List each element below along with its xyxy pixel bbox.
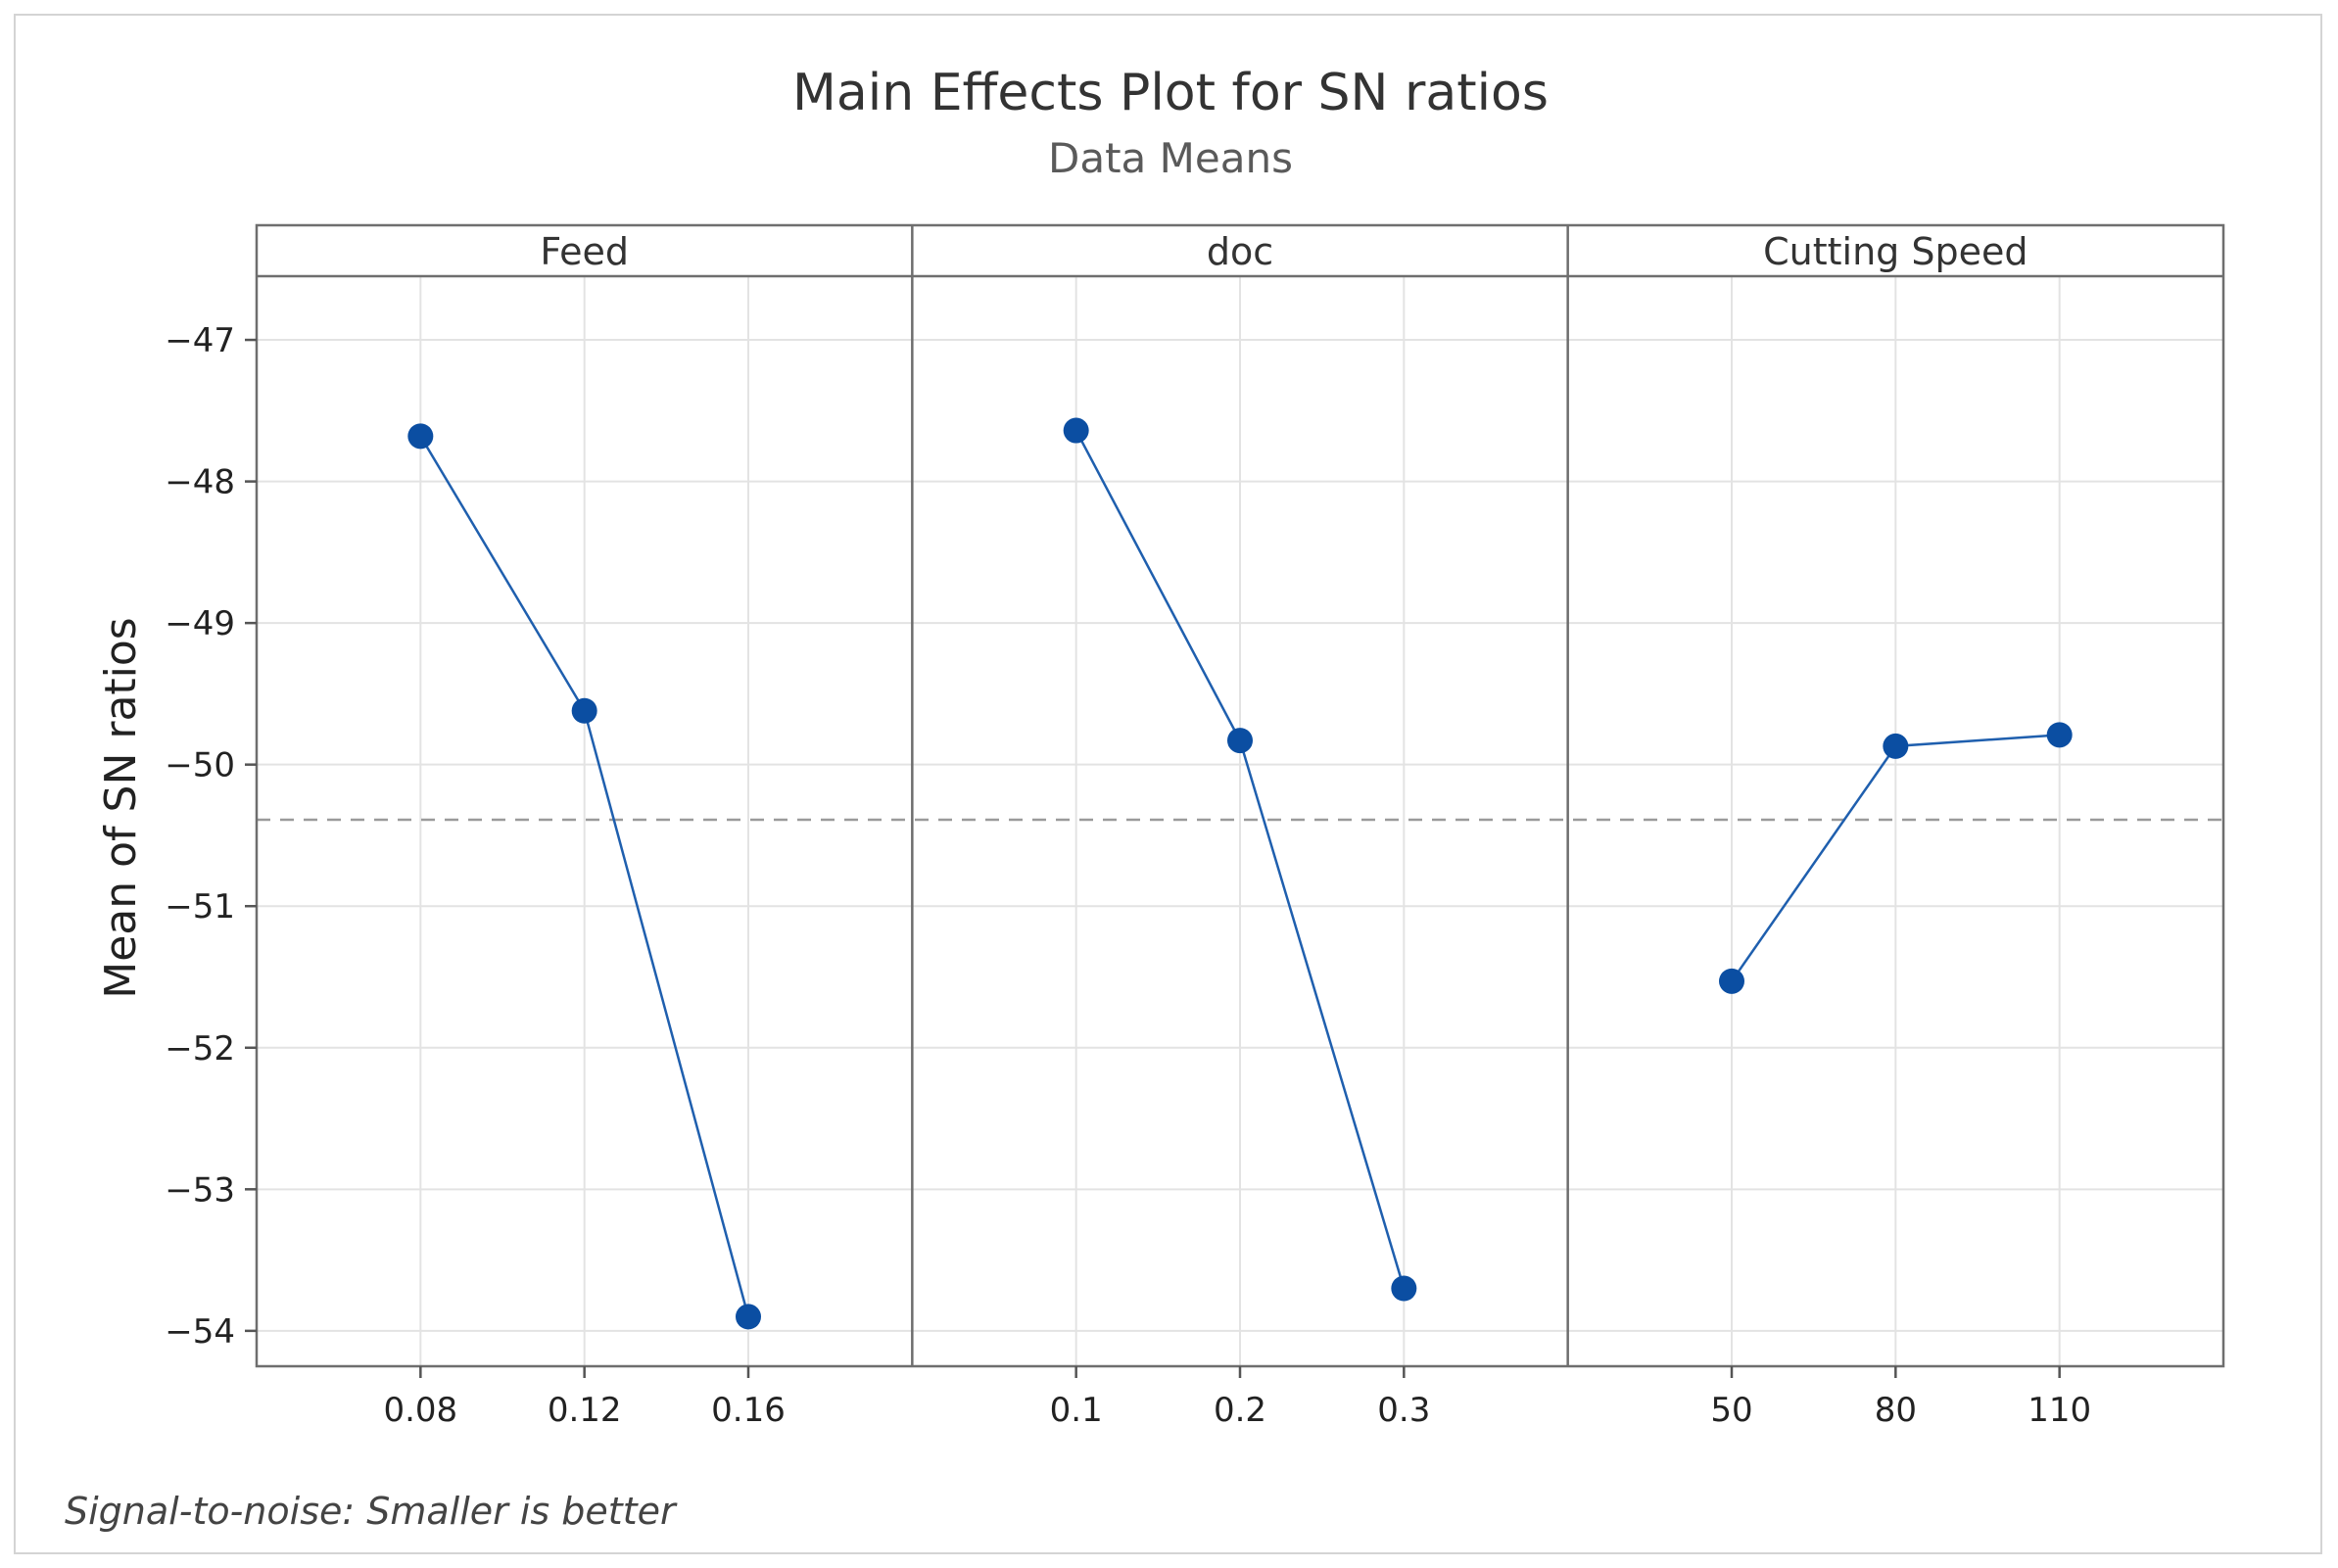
- footnote: Signal-to-noise: Smaller is better: [65, 1490, 678, 1533]
- y-tick-label: −52: [165, 1029, 235, 1069]
- x-tick-label: 80: [1875, 1391, 1917, 1430]
- y-tick-label: −50: [165, 746, 235, 785]
- data-point-2-1: [1883, 733, 1909, 759]
- x-tick-label: 0.08: [383, 1391, 457, 1430]
- x-tick-label: 50: [1710, 1391, 1752, 1430]
- data-point-1-2: [1391, 1275, 1417, 1302]
- y-tick-label: −48: [165, 463, 235, 502]
- chart-title: Main Effects Plot for SN ratios: [792, 64, 1549, 122]
- y-tick-label: −54: [165, 1312, 235, 1352]
- data-point-1-0: [1063, 417, 1089, 444]
- data-point-0-2: [736, 1304, 761, 1330]
- data-point-2-2: [2046, 722, 2073, 748]
- x-tick-label: 0.2: [1214, 1391, 1266, 1430]
- data-point-1-1: [1227, 728, 1253, 754]
- data-point-0-0: [407, 423, 434, 450]
- y-tick-label: −51: [165, 887, 235, 927]
- chart-frame: [14, 14, 2322, 1554]
- x-tick-label: 0.12: [548, 1391, 622, 1430]
- y-tick-label: −49: [165, 604, 235, 643]
- y-tick-label: −53: [165, 1170, 235, 1210]
- y-axis-label: Mean of SN ratios: [96, 617, 146, 998]
- y-tick-label: −47: [165, 321, 235, 360]
- x-tick-label: 0.3: [1377, 1391, 1430, 1430]
- panel-label-2: Cutting Speed: [1763, 230, 2028, 273]
- x-tick-label: 0.1: [1050, 1391, 1103, 1430]
- panel-label-0: Feed: [540, 230, 629, 273]
- x-tick-label: 110: [2028, 1391, 2091, 1430]
- data-point-2-0: [1719, 968, 1744, 994]
- plot-area: −47 −48 −49 −50 −51 −52 −53 −54 Feed 0.08 0.12 0.16…: [165, 223, 2225, 1430]
- chart-subtitle: Data Means: [1048, 134, 1293, 182]
- data-point-0-1: [571, 697, 597, 724]
- x-tick-label: 0.16: [711, 1391, 786, 1430]
- panel-label-1: doc: [1207, 230, 1273, 273]
